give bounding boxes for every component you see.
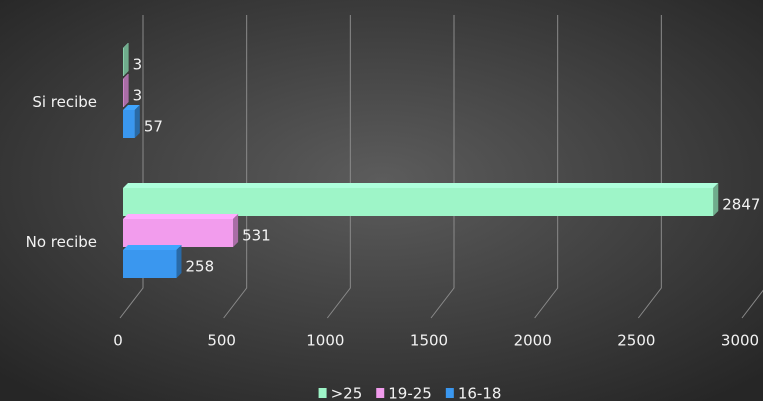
category-label: Si recibe bbox=[32, 93, 97, 111]
grid-line bbox=[741, 289, 763, 319]
bar-side bbox=[123, 43, 129, 76]
bar-top bbox=[123, 105, 140, 110]
bar bbox=[123, 79, 124, 107]
legend-marker bbox=[376, 388, 385, 398]
value-label: 3 bbox=[133, 87, 143, 105]
x-tick-label: 1500 bbox=[410, 332, 448, 350]
bar-side bbox=[134, 105, 140, 138]
grid-line bbox=[534, 15, 559, 319]
bar-top bbox=[123, 74, 129, 79]
legend-marker bbox=[318, 388, 327, 398]
bar-side bbox=[123, 74, 129, 107]
grid-line bbox=[430, 15, 455, 319]
grid-line bbox=[637, 15, 662, 319]
x-tick-label: 3000 bbox=[721, 332, 759, 350]
x-tick-label: 1000 bbox=[306, 332, 344, 350]
value-label: 531 bbox=[242, 227, 271, 245]
legend-label: 19-25 bbox=[388, 385, 432, 401]
x-tick-label: 0 bbox=[113, 332, 123, 350]
legend-label: >25 bbox=[331, 385, 363, 401]
bar-side bbox=[176, 245, 182, 278]
x-tick-label: 500 bbox=[207, 332, 236, 350]
bar-side bbox=[713, 183, 719, 216]
x-tick-label: 2000 bbox=[514, 332, 552, 350]
bar bbox=[123, 219, 234, 247]
legend-label: 16-18 bbox=[458, 385, 502, 401]
bar-top bbox=[123, 214, 239, 219]
legend: >25 19-25 16-18 bbox=[318, 385, 502, 401]
x-tick-label: 2500 bbox=[617, 332, 655, 350]
legend-marker bbox=[445, 388, 454, 398]
grid-line bbox=[119, 15, 144, 319]
bar-side bbox=[233, 214, 239, 247]
grid-line bbox=[223, 15, 248, 319]
bar-top bbox=[123, 245, 182, 250]
value-label: 258 bbox=[185, 258, 214, 276]
grid-line bbox=[326, 15, 351, 319]
bar bbox=[123, 188, 714, 216]
bar bbox=[123, 250, 177, 278]
bar bbox=[123, 110, 135, 138]
bar bbox=[123, 48, 124, 76]
value-label: 3 bbox=[133, 56, 143, 74]
category-label: No recibe bbox=[26, 233, 97, 251]
bar-top bbox=[123, 43, 129, 48]
bar-top bbox=[123, 183, 719, 188]
value-label: 2847 bbox=[722, 196, 760, 214]
value-label: 57 bbox=[144, 118, 163, 136]
